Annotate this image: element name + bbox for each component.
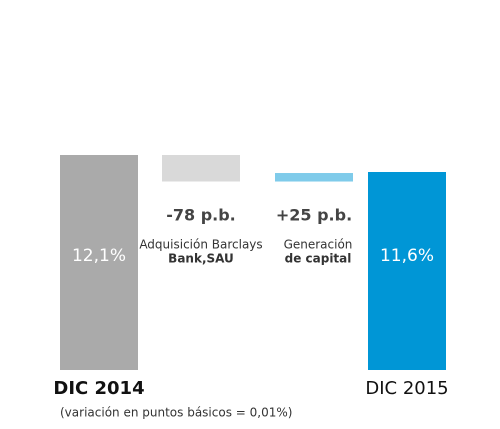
value-label: 11,6% (380, 246, 434, 266)
category-label: Adquisición Barclays (139, 238, 262, 252)
value-label: +25 p.b. (276, 206, 352, 225)
bar (162, 155, 240, 182)
bar (368, 172, 446, 370)
bar (275, 173, 353, 182)
value-label: -78 p.b. (166, 206, 236, 225)
note: (variación en puntos básicos = 0,01%) (60, 406, 292, 420)
category-label: Generación (284, 238, 353, 252)
category-label: DIC 2015 (365, 378, 448, 399)
bar (60, 155, 138, 370)
category-label: DIC 2014 (53, 378, 144, 399)
value-label: 12,1% (72, 246, 126, 266)
category-label: de capital (285, 252, 352, 266)
category-label: Bank,SAU (168, 252, 234, 266)
